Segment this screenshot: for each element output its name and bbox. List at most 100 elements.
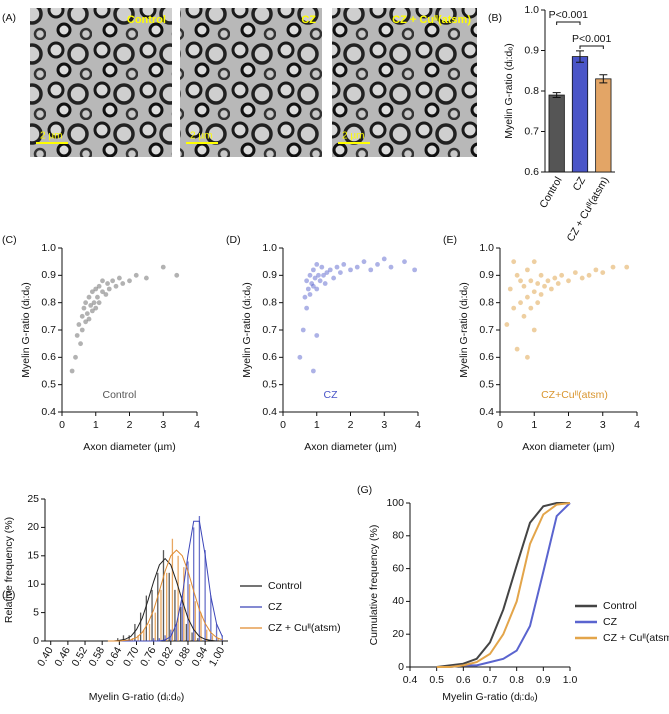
scatter-point [317, 278, 323, 284]
y-tick-label: 0.4 [41, 406, 56, 418]
y-tick-label: 10 [27, 578, 39, 590]
scatter-point [538, 292, 544, 297]
scatter-point [116, 275, 122, 281]
y-tick-label: 0.8 [479, 296, 494, 308]
scatter-point [86, 294, 92, 300]
y-tick-label: 0 [398, 661, 404, 673]
legend-label: CZ [603, 616, 618, 628]
scatter-point [86, 316, 92, 322]
scatter-point [302, 294, 308, 300]
scatter-point [535, 281, 541, 286]
x-tick-label: 3 [600, 419, 606, 431]
scatter-point [93, 286, 99, 292]
significance-label: P<0.001 [549, 9, 589, 21]
scatter-point [538, 272, 544, 278]
x-tick-label: 1 [531, 419, 537, 431]
y-tick-label: 0.7 [524, 125, 539, 137]
scatter-point [525, 267, 530, 273]
scatter-point [402, 259, 407, 265]
panel-label: (A) [2, 12, 16, 24]
panel-label: (E) [443, 234, 457, 246]
y-tick-label: 0.7 [479, 324, 494, 336]
histogram-bar [143, 629, 145, 641]
legend-label: Control [603, 600, 637, 612]
y-tick-label: 0.9 [479, 269, 494, 281]
x-tick-label: 0.82 [155, 645, 176, 669]
panel-label: (G) [357, 484, 372, 496]
scatter-point [95, 294, 100, 300]
y-tick-label: 0.6 [262, 351, 277, 363]
scatter-point [310, 368, 316, 374]
scatter-point [174, 272, 180, 278]
scatter-point [521, 283, 527, 289]
bar [595, 78, 612, 173]
x-axis-label: Myelin G-ratio (dᵢ:dₒ) [89, 691, 184, 703]
x-axis-label: Axon diameter (µm) [304, 441, 396, 453]
scatter-point [511, 259, 517, 265]
histogram-bar [180, 606, 182, 641]
histogram-bar [154, 612, 156, 641]
histogram-bar [151, 589, 153, 641]
y-tick-label: 0.7 [262, 324, 277, 336]
x-tick-label: 0.40 [35, 645, 56, 669]
histogram-bar [139, 612, 142, 641]
histogram-bar [157, 572, 159, 641]
y-tick-label: 100 [386, 497, 404, 509]
x-tick-label: 0.9 [536, 674, 551, 686]
x-tick-label: 0.6 [456, 674, 471, 686]
scatter-point [110, 278, 116, 284]
y-tick-label: 15 [27, 550, 39, 562]
scatter-point [78, 341, 83, 347]
histogram-bar [210, 595, 212, 641]
error-bar [576, 50, 584, 63]
histogram-bar [137, 635, 139, 641]
x-tick-label: 3 [381, 419, 387, 431]
scatter-point [593, 267, 599, 273]
histogram-bar [217, 638, 219, 641]
scatter-point [381, 256, 387, 262]
scatter-point [91, 300, 97, 306]
y-tick-label: 1.0 [524, 4, 539, 16]
histogram-bar [191, 632, 193, 641]
x-axis-label: Myelin G-ratio (dᵢ:dₒ) [442, 691, 537, 703]
x-tick-label: 0 [59, 419, 65, 431]
scatter-point [600, 270, 606, 275]
y-tick-label: 0.5 [41, 378, 56, 390]
scatter-point [507, 286, 513, 292]
scatter-point [307, 292, 313, 297]
scatter-point [310, 267, 316, 273]
significance-bracket [579, 45, 604, 49]
scale-bar-label: 2 µm [40, 131, 62, 142]
scatter-point [120, 281, 126, 286]
scatter-point [309, 281, 315, 286]
scatter-point [307, 272, 313, 278]
fit-curve [107, 549, 223, 642]
scatter-point [354, 264, 360, 270]
bar [571, 56, 589, 173]
histogram-bar [206, 629, 208, 641]
y-tick-label: 5 [33, 606, 39, 618]
scatter-point [514, 272, 520, 278]
histogram-bar [168, 572, 170, 641]
panel-annotation: Control [103, 389, 137, 401]
histogram-bar [211, 635, 214, 641]
scatter-point [412, 267, 418, 273]
scatter-point [305, 286, 311, 292]
histogram-bar [193, 527, 195, 641]
y-tick-label: 20 [392, 628, 404, 640]
scatter-point [545, 278, 551, 284]
scatter-point [84, 311, 90, 316]
scatter-point [610, 264, 616, 270]
cumulative-line [436, 502, 570, 668]
y-tick-label: 0.9 [41, 269, 56, 281]
fit-curve [107, 520, 223, 642]
scatter-point [100, 289, 105, 295]
scatter-point [341, 262, 347, 267]
x-tick-label: 0.4 [403, 674, 418, 686]
histogram-bar [166, 572, 168, 641]
scatter-point [314, 333, 320, 338]
micrograph-label: CZ + Cuᴵᴵ(atsm) [392, 14, 471, 26]
scatter-point [103, 292, 109, 297]
x-tick-label: 1.00 [207, 645, 228, 669]
x-tick-label: 1 [314, 419, 320, 431]
